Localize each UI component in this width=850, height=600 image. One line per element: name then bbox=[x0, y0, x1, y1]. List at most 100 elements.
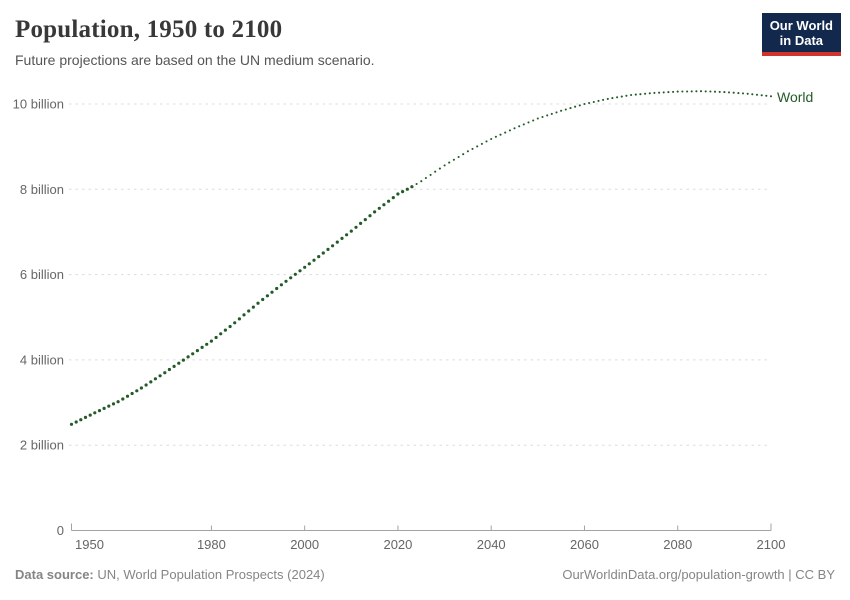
x-tick-label: 2040 bbox=[477, 537, 506, 552]
projection-point bbox=[457, 155, 460, 159]
projection-point bbox=[550, 112, 553, 115]
projection-point bbox=[508, 129, 511, 132]
data-point bbox=[326, 247, 330, 251]
data-point bbox=[270, 290, 274, 294]
projection-point bbox=[597, 99, 600, 102]
data-point bbox=[335, 240, 339, 244]
owid-citation-link[interactable]: OurWorldinData.org/population-growth | C… bbox=[562, 567, 835, 582]
y-tick-label: 6 billion bbox=[20, 267, 64, 282]
data-point bbox=[69, 422, 74, 426]
projection-point bbox=[564, 108, 567, 111]
data-point bbox=[247, 309, 251, 313]
projection-point bbox=[452, 158, 455, 161]
owid-logo-line1: Our World bbox=[769, 18, 833, 33]
data-point bbox=[200, 345, 204, 349]
projection-point bbox=[760, 94, 763, 97]
data-point bbox=[88, 413, 92, 417]
data-point bbox=[205, 342, 209, 346]
projection-point bbox=[709, 90, 712, 93]
data-point bbox=[368, 214, 372, 218]
projection-point bbox=[737, 92, 740, 95]
data-point bbox=[396, 192, 400, 196]
projection-point bbox=[630, 93, 633, 97]
data-point bbox=[363, 218, 367, 222]
projection-point bbox=[583, 102, 586, 106]
data-point bbox=[265, 294, 269, 298]
data-point bbox=[303, 265, 307, 269]
data-point bbox=[233, 321, 237, 325]
projection-point bbox=[765, 94, 768, 97]
data-point bbox=[279, 283, 283, 287]
data-point bbox=[391, 196, 395, 200]
projection-point bbox=[611, 97, 614, 100]
projection-point bbox=[672, 90, 675, 93]
data-point bbox=[261, 297, 265, 302]
projection-point bbox=[546, 114, 549, 117]
projection-point bbox=[434, 170, 437, 173]
x-axis: 1950 1980 2000 2020 2040 2060 2080 2100 bbox=[71, 523, 785, 552]
data-point bbox=[186, 355, 190, 359]
data-point bbox=[102, 406, 106, 410]
data-point bbox=[116, 400, 120, 404]
projection-point bbox=[695, 90, 698, 93]
projection-point bbox=[769, 95, 773, 98]
data-point bbox=[135, 389, 139, 393]
series-line-world[interactable] bbox=[69, 90, 773, 426]
projection-point bbox=[713, 90, 717, 93]
projection-point bbox=[592, 100, 595, 104]
data-point bbox=[121, 397, 125, 401]
projection-point bbox=[699, 90, 703, 93]
x-tick-label: 2060 bbox=[570, 537, 599, 552]
projection-point bbox=[522, 123, 525, 126]
projection-point bbox=[448, 161, 451, 164]
data-point bbox=[74, 420, 78, 424]
data-point bbox=[158, 374, 162, 378]
data-point bbox=[256, 301, 260, 305]
projection-point bbox=[634, 93, 637, 96]
projection-point bbox=[560, 109, 563, 112]
x-tick-label: 2080 bbox=[663, 537, 692, 552]
data-point bbox=[312, 258, 316, 262]
data-point bbox=[298, 269, 302, 273]
data-point bbox=[251, 305, 255, 309]
projection-point bbox=[732, 91, 735, 94]
data-point bbox=[293, 272, 297, 276]
data-source-text: UN, World Population Prospects (2024) bbox=[93, 567, 325, 582]
data-point bbox=[382, 203, 386, 207]
projection-point bbox=[644, 92, 647, 95]
data-point bbox=[209, 339, 213, 343]
projection-point bbox=[480, 142, 483, 145]
data-point bbox=[111, 402, 116, 406]
projection-point bbox=[518, 125, 521, 128]
data-point bbox=[191, 352, 195, 356]
data-point bbox=[317, 255, 321, 259]
gridlines bbox=[69, 103, 771, 446]
data-point bbox=[219, 332, 223, 336]
projection-point bbox=[755, 93, 759, 96]
data-point bbox=[172, 364, 176, 368]
projection-point bbox=[648, 92, 651, 95]
owid-logo-line2: in Data bbox=[779, 33, 824, 48]
projection-point bbox=[704, 90, 707, 93]
data-point bbox=[340, 236, 344, 240]
projection-point bbox=[676, 90, 679, 93]
data-point bbox=[139, 386, 143, 390]
data-source-label: Data source: bbox=[15, 567, 94, 582]
data-point bbox=[289, 276, 293, 280]
projection-point bbox=[658, 91, 661, 94]
data-point bbox=[387, 199, 391, 203]
data-point bbox=[321, 251, 325, 255]
data-point bbox=[79, 418, 83, 422]
data-point bbox=[223, 328, 227, 332]
projection-point bbox=[541, 115, 544, 119]
owid-logo[interactable]: Our World in Data bbox=[761, 13, 841, 56]
data-point bbox=[130, 391, 134, 396]
data-point bbox=[373, 210, 377, 214]
projection-point bbox=[751, 93, 754, 96]
y-axis-labels: 0 2 billion 4 billion 6 billion 8 billion 10 … bbox=[13, 97, 64, 539]
series-label-world[interactable]: World bbox=[777, 89, 814, 105]
projection-point bbox=[443, 164, 446, 167]
data-source: Data source: UN, World Population Prospe… bbox=[15, 567, 325, 582]
data-point bbox=[153, 377, 157, 381]
